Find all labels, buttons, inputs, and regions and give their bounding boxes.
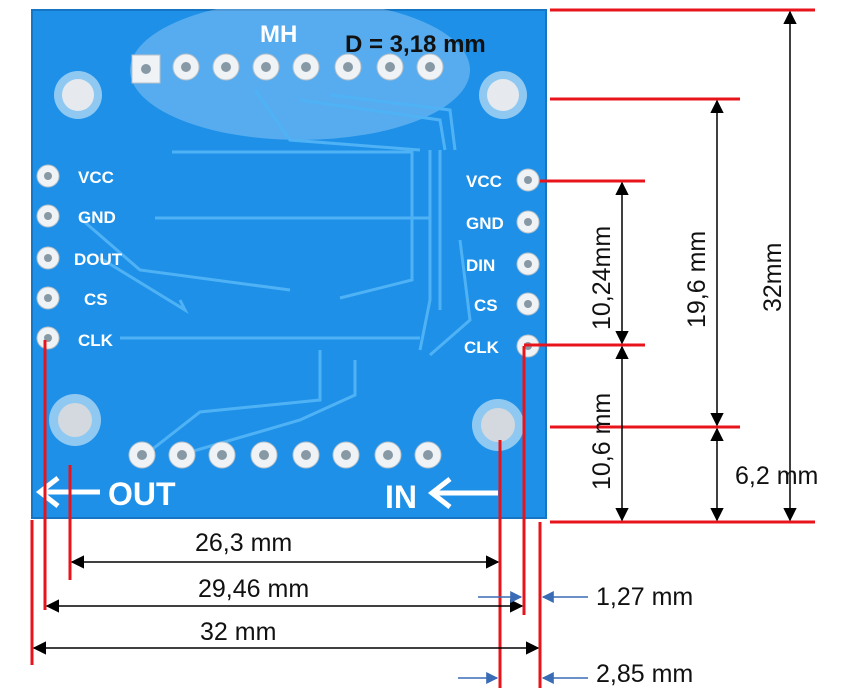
left-pin-gnd-label: GND: [78, 208, 116, 227]
dim-6-2-label: 6,2 mm: [735, 462, 818, 490]
left-pin-dout-label: DOUT: [74, 250, 123, 269]
bottom-header-pads: [128, 441, 442, 469]
left-pin-cs-label: CS: [84, 290, 108, 309]
right-side-pads: [516, 168, 540, 358]
mounting-holes: [49, 71, 527, 451]
dim-32-label: 32 mm: [200, 618, 276, 646]
dim-19-6-label: 19,6 mm: [683, 231, 711, 328]
vertical-reference-lines: [30, 340, 542, 688]
pcb-board: MH VCC GND DOUT CS CLK VCC GND DIN CS CL…: [31, 0, 547, 519]
dim-26-3-label: 26,3 mm: [195, 529, 292, 557]
out-label: OUT: [108, 476, 176, 512]
right-pin-din-label: DIN: [466, 256, 495, 275]
horizontal-dimension-arrows: [32, 555, 540, 655]
right-pin-clk-label: CLK: [464, 338, 500, 357]
left-pin-vcc-label: VCC: [78, 168, 114, 187]
dim-2-85-label: 2,85 mm: [596, 660, 693, 688]
dim-1-27-label: 1,27 mm: [596, 583, 693, 611]
dim-29-46-label: 29,46 mm: [198, 575, 309, 603]
hole-diameter-label: D = 3,18 mm: [345, 31, 486, 58]
left-pin-clk-label: CLK: [78, 331, 114, 350]
dim-32mm-label: 32mm: [759, 243, 787, 312]
board-marking: MH: [260, 21, 297, 48]
in-label: IN: [385, 479, 417, 515]
dim-10-6-label: 10,6 mm: [588, 393, 616, 490]
pcb-traces: [79, 89, 472, 457]
right-pin-gnd-label: GND: [466, 214, 504, 233]
horizontal-reference-lines: [524, 8, 815, 524]
top-header-pads: [131, 53, 444, 84]
offset-arrows: [458, 591, 588, 684]
vertical-dimension-arrows: [615, 10, 797, 522]
dim-10-24-label: 10,24mm: [588, 226, 616, 330]
pcb-body: [32, 10, 546, 518]
in-arrow-icon: [427, 477, 498, 509]
left-side-pads: [36, 164, 60, 350]
right-pin-cs-label: CS: [474, 296, 498, 315]
right-pin-vcc-label: VCC: [466, 172, 502, 191]
